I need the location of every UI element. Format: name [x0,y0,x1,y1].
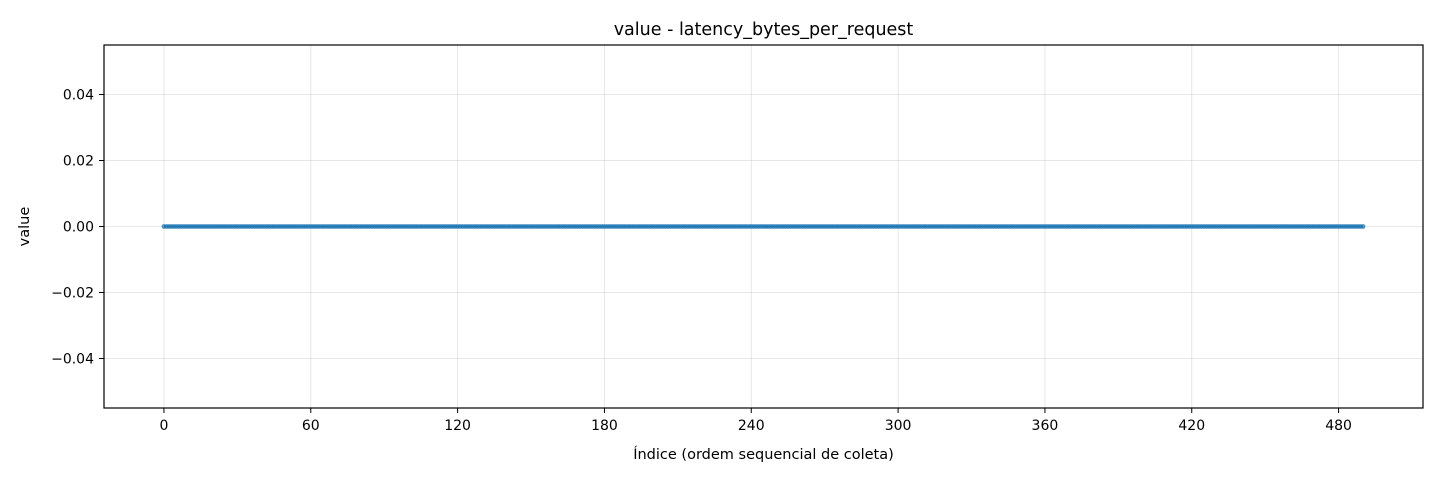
data-series [161,224,1366,229]
y-axis-ticks: 0.04 0.02 0.00 −0.02 −0.04 [51,88,104,368]
x-tick-label: 240 [738,418,765,434]
x-tick-label: 480 [1325,418,1352,434]
y-tick-label: 0.04 [63,88,94,104]
y-tick-label: −0.02 [51,286,94,302]
data-point [1360,224,1366,229]
x-tick-label: 360 [1032,418,1059,434]
y-axis-label: value [17,207,33,247]
chart-title: value - latency_bytes_per_request [614,20,914,40]
x-tick-label: 0 [159,418,168,434]
x-tick-label: 120 [444,418,471,434]
y-tick-label: 0.02 [63,154,94,170]
x-axis-ticks: 0 60 120 180 240 300 360 420 480 [159,408,1352,434]
x-tick-label: 180 [591,418,618,434]
x-axis-label: Índice (ordem sequencial de coleta) [633,446,894,463]
x-tick-label: 300 [885,418,912,434]
grid [104,45,1423,408]
x-tick-label: 420 [1178,418,1205,434]
y-tick-label: −0.04 [51,352,94,368]
y-tick-label: 0.00 [63,220,94,236]
x-tick-label: 60 [302,418,320,434]
